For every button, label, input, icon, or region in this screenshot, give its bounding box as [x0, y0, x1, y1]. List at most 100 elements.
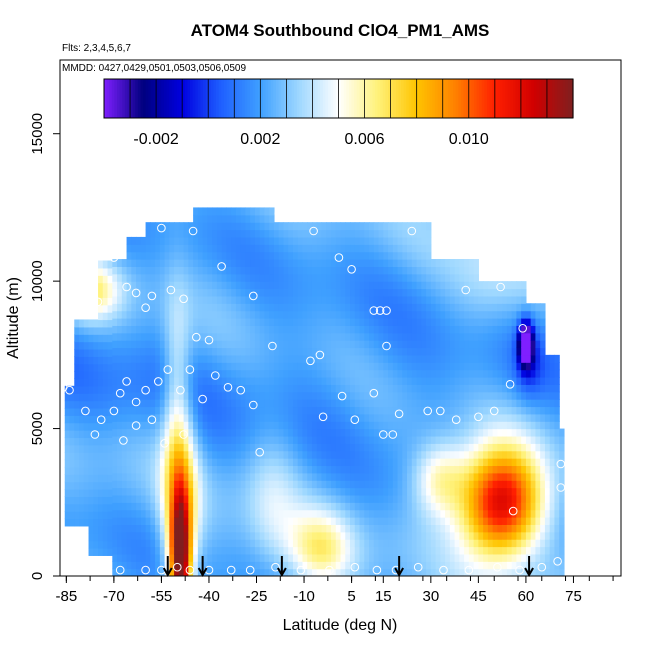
heat-cell: [459, 310, 465, 319]
heat-cell: [392, 325, 399, 334]
heat-cell: [212, 494, 218, 503]
heat-cell: [107, 282, 113, 291]
heat-cell: [202, 524, 208, 533]
heat-cell: [288, 236, 294, 245]
heat-cell: [487, 288, 494, 297]
heat-cell: [193, 244, 199, 253]
heat-cell: [150, 406, 156, 415]
heat-cell: [207, 406, 213, 415]
heat-cell: [345, 531, 351, 540]
observation-point: [556, 483, 566, 492]
heat-cell: [445, 266, 451, 275]
heat-cell: [307, 465, 313, 474]
heat-cell: [430, 325, 437, 334]
heat-cell: [335, 376, 342, 385]
heat-cell: [440, 546, 446, 555]
heat-cell: [140, 568, 147, 576]
colorbar-tick-label: 0.002: [240, 131, 280, 148]
heat-cell: [254, 561, 261, 570]
heat-cell: [250, 207, 256, 216]
heat-cell: [497, 399, 503, 408]
heat-cell: [131, 553, 137, 562]
heat-cell: [540, 435, 546, 444]
heat-cell: [88, 371, 94, 380]
heat-cell: [207, 214, 213, 223]
heat-cell: [193, 303, 199, 312]
heat-cell: [174, 310, 180, 319]
heat-cell: [193, 413, 199, 422]
heat-cell: [174, 421, 180, 430]
heat-cell: [502, 524, 508, 533]
heat-cell: [359, 413, 365, 422]
heat-cell: [416, 222, 422, 231]
observation-point: [249, 400, 258, 410]
heat-cell: [302, 310, 308, 319]
heat-cell: [473, 539, 479, 548]
heat-cell: [397, 325, 403, 334]
colorbar-segment: [437, 79, 441, 118]
heat-cell: [354, 318, 361, 326]
heat-cell: [388, 354, 394, 363]
heat-cell: [373, 376, 380, 385]
heat-cell: [207, 502, 213, 511]
heat-cell: [449, 266, 456, 275]
heat-cell: [178, 244, 185, 253]
heat-cell: [245, 295, 251, 304]
heat-cell: [497, 347, 503, 356]
heat-cell: [174, 229, 180, 238]
heat-cell: [416, 288, 422, 297]
heat-cell: [126, 318, 132, 326]
heat-cell: [397, 384, 403, 393]
heat-cell: [216, 376, 223, 385]
heat-cell: [150, 310, 156, 319]
heat-cell: [392, 354, 399, 363]
heat-cell: [140, 406, 147, 415]
observation-point: [223, 383, 233, 392]
heat-cell: [136, 244, 142, 253]
heat-cell: [88, 452, 94, 461]
heat-cell: [164, 546, 170, 555]
heat-cell: [311, 295, 318, 304]
heat-cell: [169, 236, 175, 245]
heat-cell: [402, 443, 408, 452]
heat-cell: [502, 362, 508, 371]
heat-cell: [478, 487, 484, 496]
heat-cell: [159, 303, 166, 312]
heat-cell: [112, 340, 118, 349]
heat-cell: [121, 428, 128, 437]
heat-cell: [378, 244, 384, 253]
heat-cell: [273, 391, 280, 400]
heat-cell: [240, 295, 247, 304]
heat-cell: [273, 561, 280, 570]
heat-cell: [492, 487, 498, 496]
heat-cell: [221, 347, 227, 356]
heat-cell: [197, 487, 204, 496]
heat-cell: [64, 518, 71, 527]
heat-cell: [554, 369, 560, 378]
heat-cell: [178, 251, 185, 260]
heat-cell: [273, 494, 280, 503]
heat-cell: [530, 325, 537, 334]
heat-cell: [440, 561, 446, 570]
heat-cell: [283, 354, 289, 363]
heat-cell: [392, 546, 399, 555]
heat-cell: [231, 376, 237, 385]
colorbar-segment: [221, 79, 225, 118]
colorbar-segment: [210, 79, 215, 118]
heat-cell: [454, 458, 460, 467]
heat-cell: [221, 406, 227, 415]
heat-cell: [502, 325, 508, 334]
heat-cell: [197, 259, 204, 267]
heat-cell: [254, 465, 261, 474]
heat-cell: [487, 465, 494, 474]
heat-cell: [378, 288, 384, 297]
heat-cell: [164, 524, 170, 533]
heat-cell: [183, 229, 189, 238]
heat-cell: [93, 319, 99, 328]
heat-cell: [497, 480, 503, 489]
heat-cell: [292, 480, 299, 489]
heat-cell: [340, 222, 346, 231]
heat-cell: [316, 266, 323, 275]
heat-cell: [530, 472, 537, 481]
heat-cell: [183, 472, 189, 481]
